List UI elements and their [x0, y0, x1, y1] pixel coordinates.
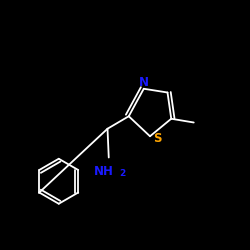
- Text: NH: NH: [94, 165, 114, 178]
- Text: 2: 2: [120, 169, 126, 178]
- Text: S: S: [153, 132, 162, 145]
- Text: N: N: [139, 76, 149, 89]
